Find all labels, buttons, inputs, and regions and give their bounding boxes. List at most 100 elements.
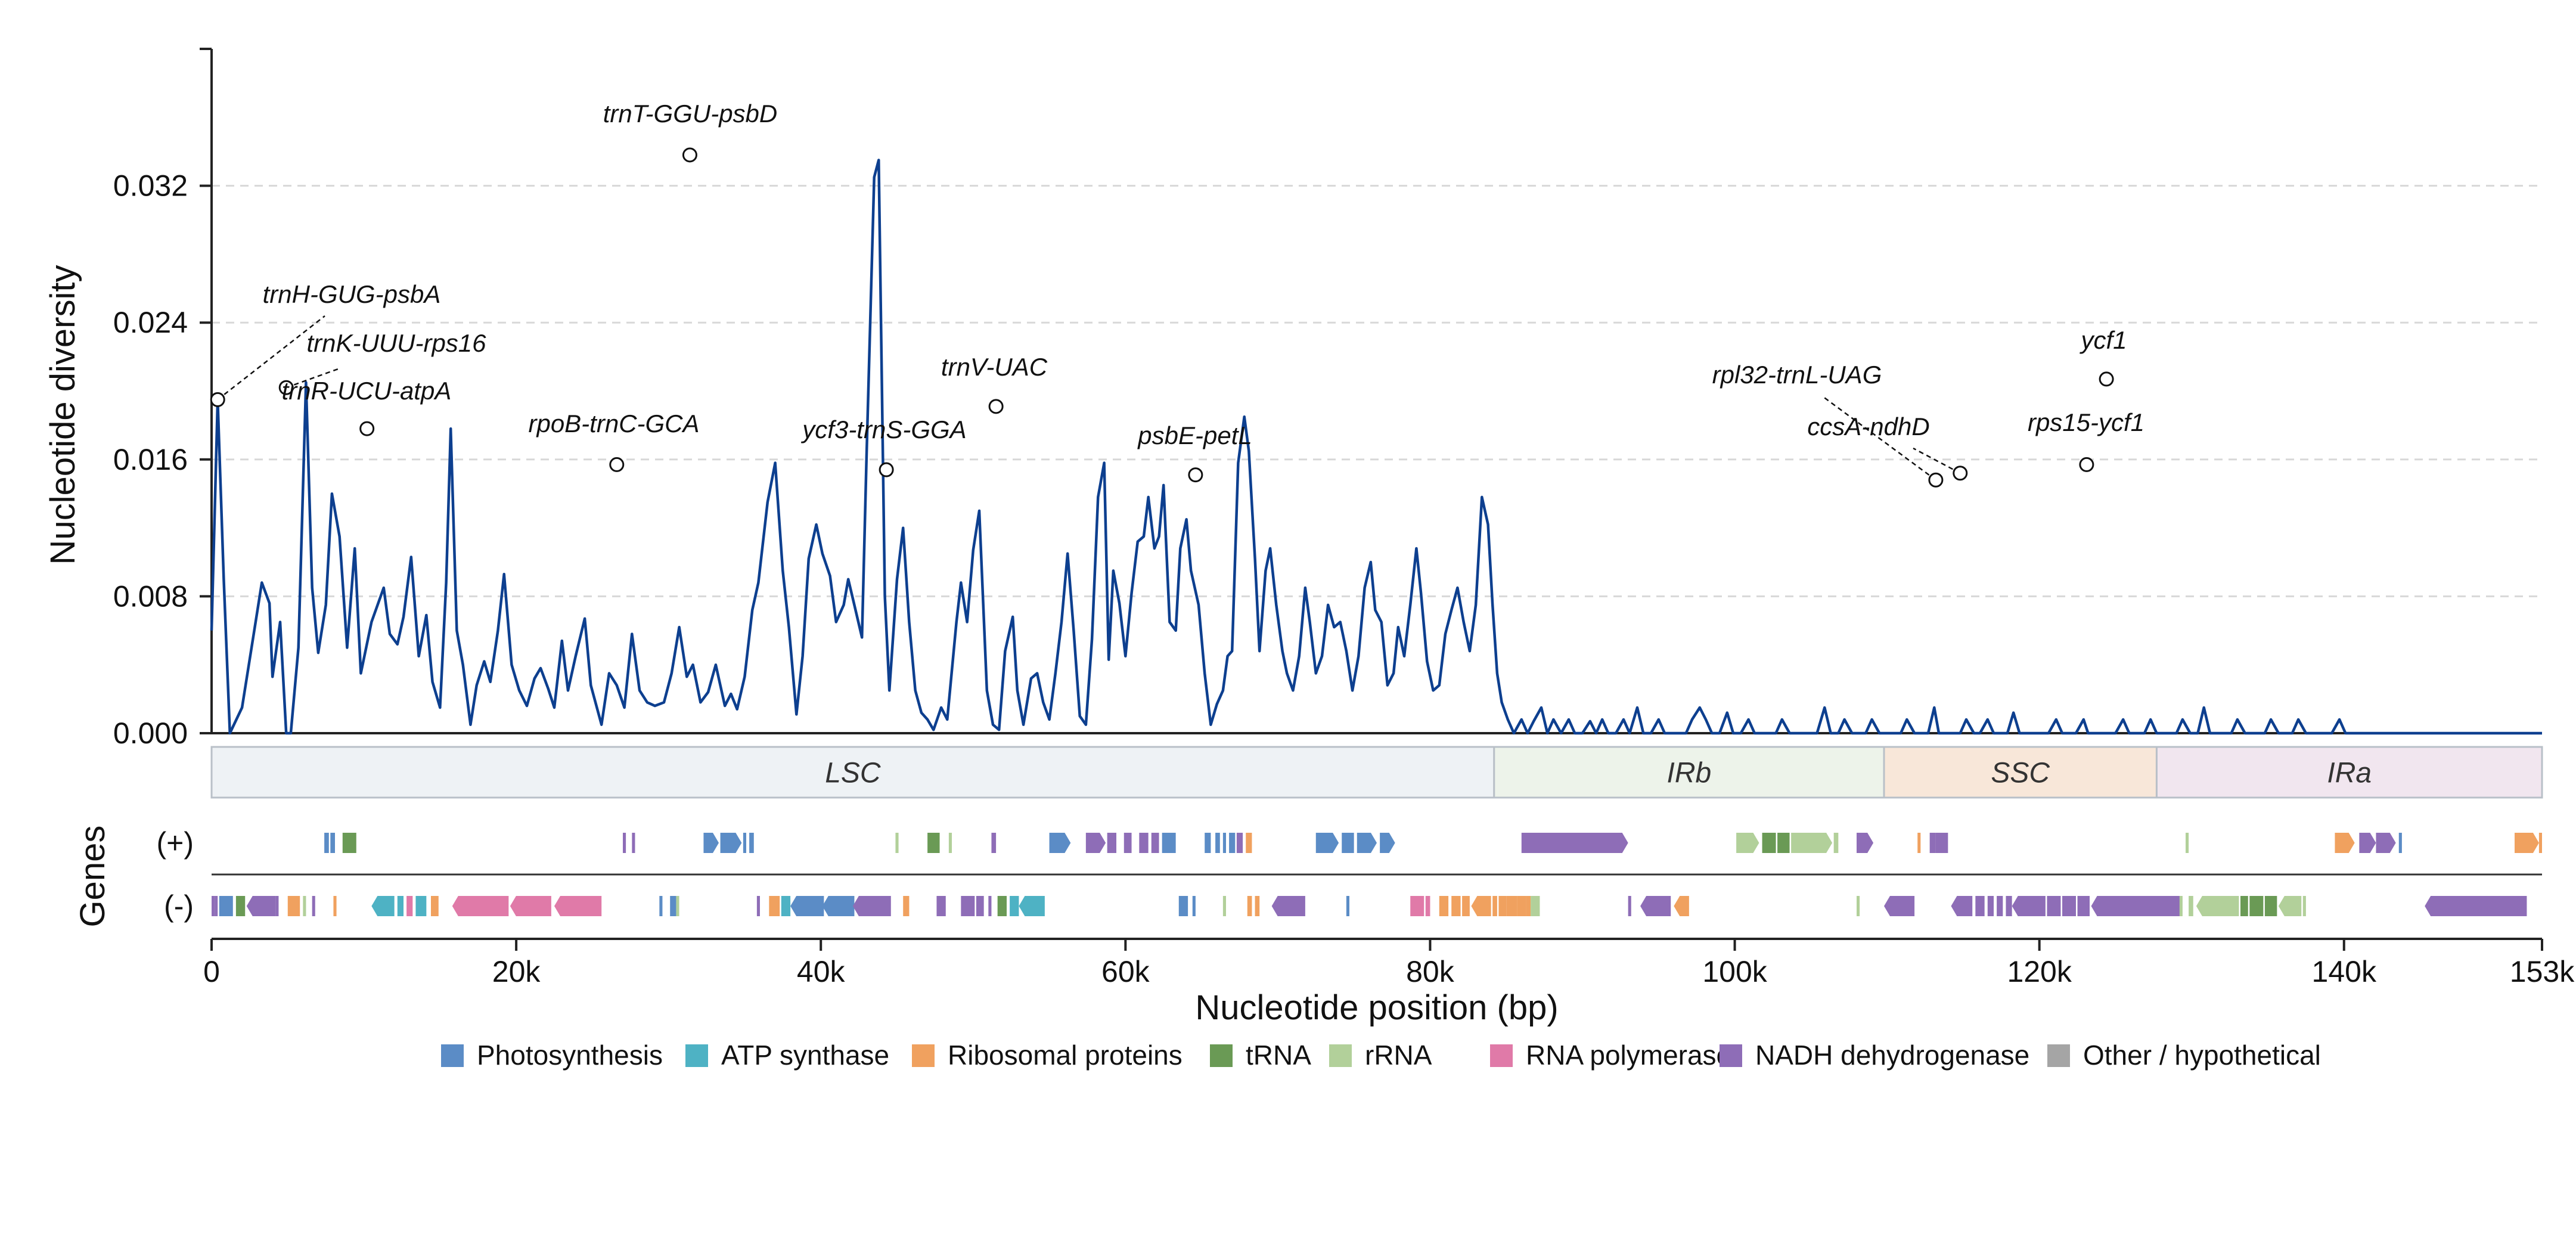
y-tick-label: 0.008 — [113, 579, 188, 613]
gene-minus — [1346, 896, 1349, 916]
peak-label: trnK-UUU-rps16 — [306, 329, 486, 357]
x-axis: 0 20k 40k 60k 80k 100k 120k 140k 153k Nucleotide … — [203, 938, 2575, 1027]
x-tick-label: 0 — [203, 955, 220, 988]
legend-swatch — [1210, 1044, 1233, 1067]
gene-minus — [1247, 896, 1252, 916]
gene-plus — [1762, 833, 1776, 853]
gene-plus — [1107, 833, 1116, 853]
peak-label: trnV-UAC — [941, 353, 1048, 381]
gene-plus — [1935, 833, 1948, 853]
peak-label: ycf3-trnS-GGA — [800, 415, 966, 443]
gene-minus — [2240, 896, 2248, 916]
gene-plus — [895, 833, 899, 853]
peak-label: rpl32-trnL-UAG — [1712, 361, 1882, 389]
peak-label: trnH-GUG-psbA — [263, 280, 441, 308]
gene-minus — [1010, 896, 1019, 916]
gene-plus — [1085, 833, 1106, 853]
gene-minus — [676, 896, 679, 916]
legend-swatch — [1329, 1044, 1352, 1067]
gene-plus — [991, 833, 997, 853]
region-band — [2155, 746, 2543, 799]
gene-minus — [781, 896, 791, 916]
gene-plus — [2359, 833, 2376, 853]
gene-minus — [1517, 896, 1526, 916]
gene-plus — [948, 833, 952, 853]
legend-label: tRNA — [1246, 1040, 1311, 1071]
peak-label: psbE-petL — [1137, 421, 1252, 449]
gene-plus — [927, 833, 940, 853]
legend-swatch — [1720, 1044, 1742, 1067]
gene-plus — [1917, 833, 1921, 853]
legend-label: NADH dehydrogenase — [1755, 1040, 2029, 1071]
gene-minus — [2062, 896, 2076, 916]
gene-minus — [1640, 896, 1671, 916]
gene-minus — [1425, 896, 1430, 916]
legend-swatch — [685, 1044, 708, 1067]
gene-minus — [415, 896, 427, 916]
gene-plus — [2515, 833, 2539, 853]
gene-minus — [1997, 896, 2003, 916]
x-tick-label: 40k — [797, 955, 846, 988]
gene-minus — [2189, 896, 2193, 916]
gene-plus — [324, 833, 329, 853]
gene-plus — [623, 833, 626, 853]
gene-minus — [1674, 896, 1689, 916]
gene-plus — [1123, 833, 1132, 853]
gene-minus — [2077, 896, 2090, 916]
gene-minus — [1019, 896, 1045, 916]
x-tick-label: 80k — [1406, 955, 1455, 988]
gene-minus — [1884, 896, 1915, 916]
gene-plus — [703, 833, 719, 853]
peak-marker — [1928, 472, 1944, 488]
gene-minus — [246, 896, 276, 916]
gene-minus — [406, 896, 413, 916]
gene-minus — [1987, 896, 1994, 916]
peak-leader-line — [1913, 447, 1961, 474]
gene-minus — [1857, 896, 1860, 916]
gene-plus — [749, 833, 754, 853]
gene-minus — [997, 896, 1007, 916]
legend-swatch — [2047, 1044, 2070, 1067]
gene-minus — [2006, 896, 2012, 916]
gene-minus — [1271, 896, 1305, 916]
peak-annotations: trnH-GUG-psbA trnK-UUU-rps16 trnR-UCU-atpA… — [210, 100, 2144, 488]
gene-plus — [1162, 833, 1176, 853]
y-tick-label: 0.016 — [113, 443, 188, 476]
gridlines — [212, 185, 2542, 597]
peak-marker — [682, 147, 697, 163]
gene-minus — [756, 896, 760, 916]
legend: Photosynthesis ATP synthase Ribosomal prot… — [441, 1040, 2321, 1071]
gene-plus — [1380, 833, 1395, 853]
legend-label: RNA polymerase — [1526, 1040, 1731, 1071]
gene-minus — [2091, 896, 2181, 916]
genes-track-title: Genes — [73, 826, 112, 928]
gene-plus — [2335, 833, 2355, 853]
gene-minus — [235, 896, 246, 916]
gene-minus — [2047, 896, 2061, 916]
region-track: LSC IRb SSC IRa — [210, 746, 2543, 799]
legend-label: Ribosomal proteins — [948, 1040, 1183, 1071]
region-band — [1493, 746, 1885, 799]
gene-minus — [1951, 896, 1973, 916]
legend-label: Other / hypothetical — [2083, 1040, 2321, 1071]
x-tick-label: 140k — [2312, 955, 2377, 988]
gene-plus — [1736, 833, 1759, 853]
gene-minus — [2012, 896, 2046, 916]
gene-plus — [1139, 833, 1149, 853]
region-label: LSC — [825, 758, 881, 789]
peak-marker — [278, 380, 294, 395]
legend-swatch — [441, 1044, 464, 1067]
gene-minus — [1192, 896, 1196, 916]
gene-plus — [1151, 833, 1159, 853]
gene-minus — [976, 896, 984, 916]
gene-minus — [397, 896, 404, 916]
y-tick-label: 0.032 — [113, 169, 188, 203]
gene-minus — [1222, 896, 1226, 916]
gene-plus — [1357, 833, 1377, 853]
peak-leader-line — [1822, 395, 1936, 481]
peak-label: rpoB-trnC-GCA — [528, 410, 699, 438]
gene-plus — [1791, 833, 1833, 853]
gene-minus — [670, 896, 676, 916]
y-tick-label: 0.024 — [113, 306, 188, 339]
